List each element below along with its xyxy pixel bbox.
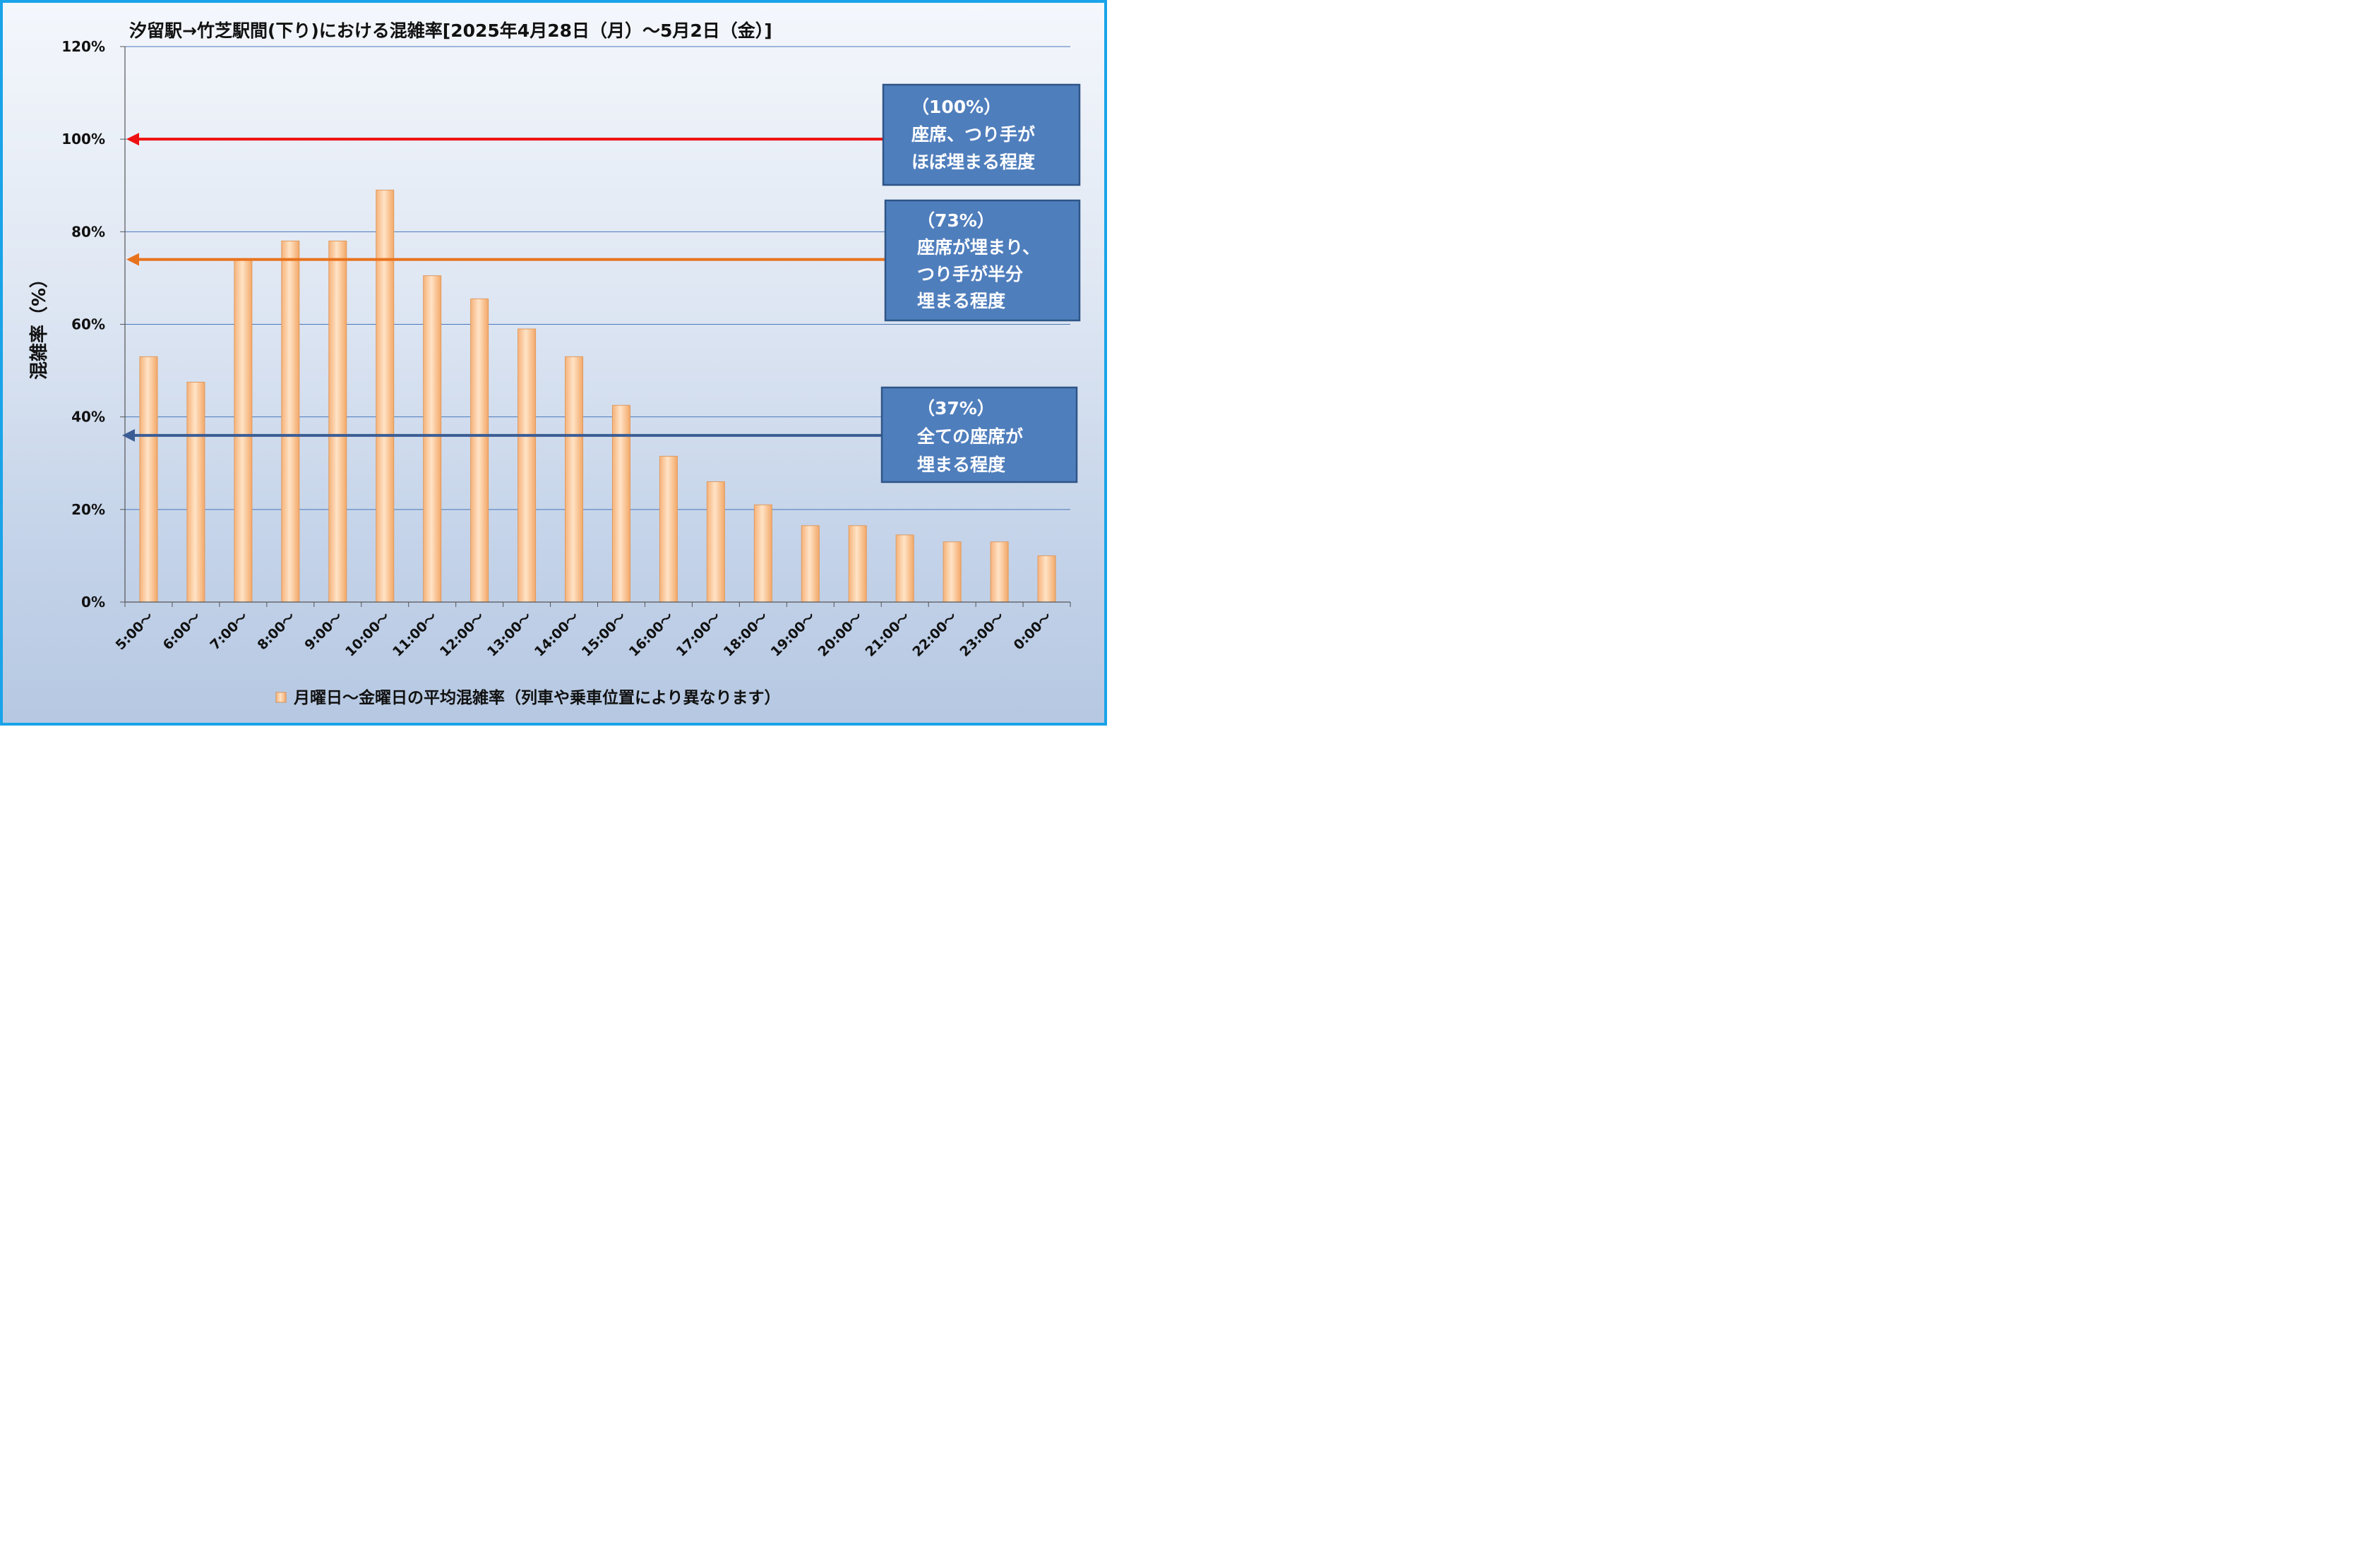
chart-svg: 汐留駅→竹芝駅間(下り)における混雑率[2025年4月28日（月）～5月2日（金… xyxy=(28,20,1081,707)
x-tick-label: 11:00～ xyxy=(390,609,441,660)
y-axis-label: 混雑率（%） xyxy=(28,270,50,380)
legend-swatch xyxy=(275,692,287,703)
y-tick-label: 100% xyxy=(61,131,105,148)
bar xyxy=(518,328,537,603)
annotation-text: ほぼ埋まる程度 xyxy=(911,152,1035,172)
legend: 月曜日～金曜日の平均混雑率（列車や乗車位置により異なります） xyxy=(275,688,781,707)
annotation-text: つり手が半分 xyxy=(917,264,1023,284)
x-tick-label: 14:00～ xyxy=(532,609,582,660)
annotation-box xyxy=(880,386,1078,483)
x-tick-label: 5:00～ xyxy=(113,609,157,653)
bar xyxy=(659,455,678,603)
reference-lines xyxy=(122,133,885,442)
y-tick-label: 20% xyxy=(71,501,105,518)
bar xyxy=(565,356,584,603)
x-tick-label: 18:00～ xyxy=(721,609,772,660)
reference-arrowhead xyxy=(126,253,139,266)
x-tick-label: 6:00～ xyxy=(160,609,204,653)
x-tick-label: 23:00～ xyxy=(957,609,1007,660)
y-tick-label: 0% xyxy=(81,594,105,611)
y-tick-label: 40% xyxy=(71,409,105,426)
chart-title: 汐留駅→竹芝駅間(下り)における混雑率[2025年4月28日（月）～5月2日（金… xyxy=(129,20,772,41)
bar xyxy=(470,298,489,603)
reference-arrowhead xyxy=(122,428,135,442)
bar xyxy=(753,504,772,603)
annotation-text: （37%） xyxy=(917,398,995,419)
bar xyxy=(895,534,914,603)
bar xyxy=(848,525,867,603)
annotation-text: 座席、つり手が xyxy=(911,124,1035,145)
x-tick-label: 0:00～ xyxy=(1011,609,1055,653)
x-tick-label: 8:00～ xyxy=(254,609,298,653)
bar xyxy=(139,356,158,603)
bar xyxy=(186,381,205,603)
x-tick-label: 22:00～ xyxy=(909,609,960,660)
y-tick-label: 120% xyxy=(61,38,105,55)
x-tick-label: 10:00～ xyxy=(342,609,393,660)
x-tick-label: 12:00～ xyxy=(437,609,488,660)
bar xyxy=(943,541,962,603)
y-tick-label: 80% xyxy=(71,223,105,240)
bar xyxy=(801,525,820,603)
x-tick-label: 20:00～ xyxy=(815,609,866,660)
annotation-box xyxy=(882,83,1081,186)
x-tick-label: 9:00～ xyxy=(301,609,345,653)
x-tick-label: 16:00～ xyxy=(626,609,677,660)
x-tick-label: 21:00～ xyxy=(862,609,913,660)
bar xyxy=(706,481,725,603)
x-tick-label: 19:00～ xyxy=(768,609,819,660)
axes xyxy=(124,47,1071,607)
reference-arrowhead xyxy=(126,133,139,146)
bar xyxy=(234,259,253,603)
y-tick-label: 60% xyxy=(71,316,105,333)
annotation-text: 埋まる程度 xyxy=(917,455,1005,475)
bar xyxy=(328,240,347,603)
bar xyxy=(423,275,442,603)
annotation-text: （100%） xyxy=(911,97,1001,117)
bars xyxy=(139,189,1056,603)
bar xyxy=(990,541,1009,603)
legend-label: 月曜日～金曜日の平均混雑率（列車や乗車位置により異なります） xyxy=(293,688,781,707)
annotation-text: 全ての座席が xyxy=(916,426,1023,447)
annotation-text: 座席が埋まり、 xyxy=(917,237,1040,258)
bar xyxy=(281,240,300,603)
annotation-text: （73%） xyxy=(917,210,995,231)
annotation-box xyxy=(884,199,1081,322)
x-tick-labels: 5:00～ 6:00～ 7:00～ 8:00～ 9:00～10:00～11:00～12:… xyxy=(113,609,1055,660)
x-tick-label: 13:00～ xyxy=(484,609,535,660)
bar xyxy=(376,189,395,603)
bar xyxy=(1037,555,1056,603)
x-tick-label: 7:00～ xyxy=(207,609,251,653)
x-tick-label: 17:00～ xyxy=(674,609,724,660)
y-tick-labels: 0% 20% 40% 60% 80% 100% 120% xyxy=(61,38,105,611)
annotation-text: 埋まる程度 xyxy=(917,291,1005,311)
x-tick-label: 15:00～ xyxy=(579,609,630,660)
